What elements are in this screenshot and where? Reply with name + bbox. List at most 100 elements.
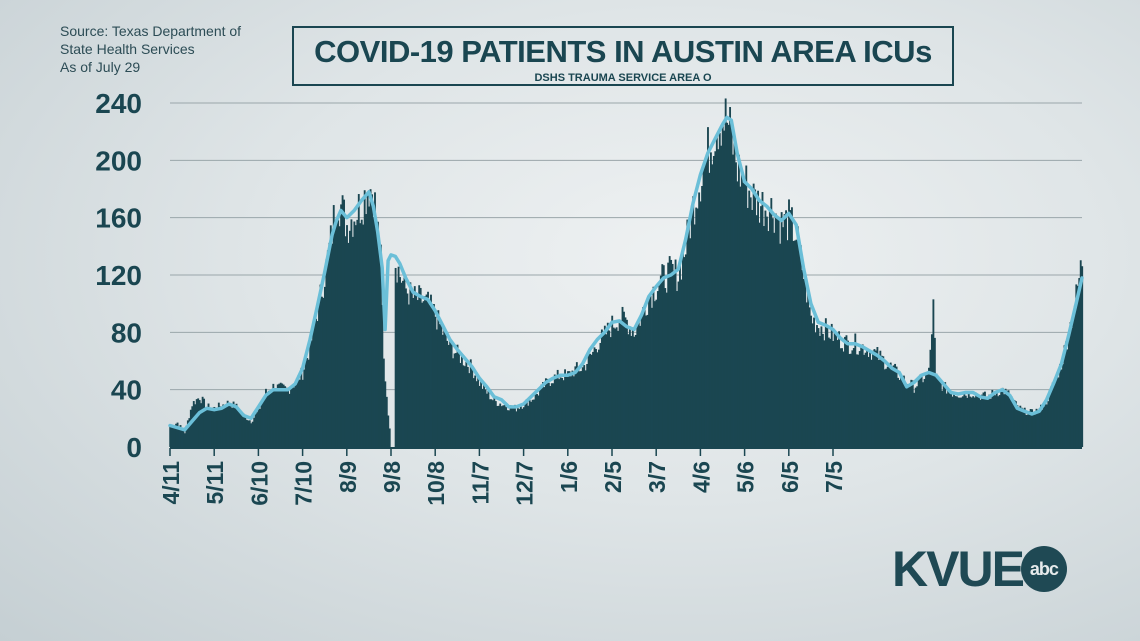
bar xyxy=(182,430,185,447)
bar xyxy=(795,239,798,447)
bar xyxy=(204,408,207,447)
bar xyxy=(1031,409,1034,447)
bar xyxy=(860,344,863,447)
bar xyxy=(530,401,533,447)
bar xyxy=(886,366,889,447)
bar xyxy=(609,337,612,447)
bar xyxy=(1012,399,1014,447)
bar xyxy=(427,291,429,447)
bar xyxy=(708,172,711,447)
bar xyxy=(661,264,664,447)
bar xyxy=(418,285,421,447)
bar xyxy=(978,394,980,447)
bar xyxy=(1038,408,1041,447)
abc-logo-badge: abc xyxy=(1020,546,1067,592)
bar xyxy=(687,226,690,447)
bar xyxy=(561,377,564,447)
bar xyxy=(502,405,505,447)
bar xyxy=(640,312,643,447)
bar xyxy=(636,324,639,447)
bar xyxy=(340,204,343,447)
bar xyxy=(705,156,708,448)
bar xyxy=(396,282,399,447)
bar xyxy=(449,338,452,447)
bar xyxy=(235,403,238,447)
bar xyxy=(304,360,307,447)
bar xyxy=(642,307,645,447)
bar xyxy=(584,370,587,447)
bar xyxy=(543,387,546,447)
bar xyxy=(740,169,743,448)
bar xyxy=(474,375,477,447)
x-tick-label: 3/7 xyxy=(644,461,670,493)
bar xyxy=(509,405,512,447)
bar xyxy=(947,390,950,447)
bar xyxy=(1062,364,1064,447)
bar xyxy=(338,226,341,447)
x-tick-label: 7/10 xyxy=(291,461,317,506)
bar xyxy=(852,348,855,447)
bar xyxy=(480,381,483,447)
bar xyxy=(801,270,804,447)
bar xyxy=(225,406,228,447)
bar xyxy=(435,329,438,447)
bar xyxy=(356,219,359,447)
bar xyxy=(559,377,562,447)
bar xyxy=(329,225,332,447)
bar xyxy=(443,329,446,447)
bar xyxy=(483,383,485,447)
bar xyxy=(377,221,379,447)
bar xyxy=(350,219,353,447)
bar xyxy=(369,189,372,447)
x-tick-label: 1/6 xyxy=(556,461,582,493)
bar xyxy=(799,245,802,447)
bar xyxy=(724,98,727,447)
bar xyxy=(248,420,251,447)
bar xyxy=(1053,382,1056,447)
bar xyxy=(544,378,547,447)
bar xyxy=(645,315,648,447)
bar xyxy=(827,337,830,447)
bar xyxy=(807,292,810,447)
bar xyxy=(994,395,997,447)
bar xyxy=(456,344,459,447)
y-tick-labels: 0 40 80 120 160 200 240 xyxy=(95,88,142,463)
bar xyxy=(313,323,316,447)
bar xyxy=(568,371,571,447)
bar xyxy=(950,393,953,447)
x-tick-label: 5/11 xyxy=(202,461,228,505)
bar xyxy=(497,405,500,447)
y-tick-label: 120 xyxy=(95,260,142,291)
bar xyxy=(867,356,870,447)
bar xyxy=(335,219,338,447)
bar xyxy=(312,323,315,447)
x-tick-label: 5/6 xyxy=(733,461,759,493)
bar xyxy=(811,323,814,447)
bar xyxy=(655,299,658,447)
bar xyxy=(872,350,874,447)
source-line-1: Source: Texas Department of xyxy=(60,23,242,39)
bar xyxy=(820,326,823,447)
bar xyxy=(751,209,754,447)
x-tick-label: 12/7 xyxy=(512,461,538,506)
bar xyxy=(179,425,182,447)
bar xyxy=(198,400,201,447)
bar xyxy=(239,411,242,447)
bar xyxy=(565,373,568,447)
bar xyxy=(354,225,357,447)
bar xyxy=(905,383,908,447)
bar xyxy=(328,242,331,447)
bar xyxy=(606,322,609,447)
bar xyxy=(552,383,555,447)
bar xyxy=(742,182,745,447)
bar xyxy=(1020,407,1023,447)
bar xyxy=(730,128,733,448)
bar xyxy=(676,291,678,447)
bar xyxy=(487,390,490,447)
bar xyxy=(727,124,730,448)
bar xyxy=(692,196,695,447)
bar xyxy=(270,391,273,447)
bar xyxy=(683,257,686,447)
bar xyxy=(432,304,435,447)
bar xyxy=(869,349,871,447)
